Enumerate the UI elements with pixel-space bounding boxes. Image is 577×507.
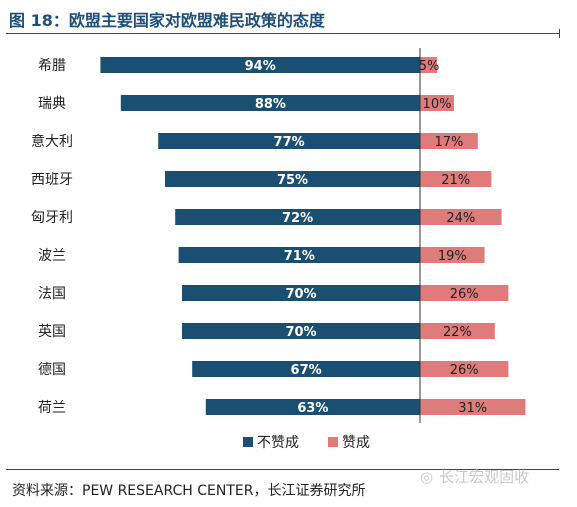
approve-bar — [420, 285, 509, 301]
disapprove-bar — [175, 209, 420, 225]
disapprove-value-label: 72% — [282, 211, 313, 226]
approve-bar — [420, 95, 454, 111]
category-label: 波兰 — [38, 248, 66, 264]
approve-value-label: 26% — [450, 287, 479, 302]
watermark-text: 长江宏观固收 — [439, 468, 530, 486]
approve-bar — [420, 171, 492, 187]
legend-swatch — [243, 437, 253, 447]
approve-value-label: 10% — [423, 97, 452, 112]
category-label: 西班牙 — [31, 172, 73, 188]
disapprove-value-label: 70% — [285, 287, 316, 302]
source-divider — [6, 469, 559, 470]
disapprove-bar — [165, 171, 420, 187]
approve-bar — [420, 247, 485, 263]
approve-value-label: 17% — [434, 135, 463, 150]
approve-bar — [420, 57, 437, 73]
disapprove-value-label: 70% — [285, 325, 316, 340]
disapprove-bar — [120, 95, 421, 111]
disapprove-value-label: 67% — [291, 363, 322, 378]
disapprove-bar — [182, 323, 420, 339]
approve-value-label: 21% — [441, 173, 470, 188]
legend-swatch — [328, 437, 338, 447]
watermark: ◎ 长江宏观固收 — [420, 466, 529, 487]
data-labels: 94% 5% 88% 10% 77% 17% 75% 21% 72% 24% 71% 19% 70% 26… — [245, 59, 488, 416]
category-label: 意大利 — [31, 133, 73, 150]
approve-value-label: 31% — [458, 401, 487, 416]
category-label: 瑞典 — [38, 96, 66, 112]
approve-value-label: 19% — [438, 249, 467, 264]
approve-bars — [420, 57, 526, 415]
disapprove-bars — [100, 57, 421, 415]
disapprove-value-label: 75% — [277, 173, 308, 188]
approve-bar — [420, 399, 526, 415]
disapprove-bar — [158, 133, 420, 149]
approve-value-label: 5% — [419, 59, 440, 74]
chart-title: 图 18：欧盟主要国家对欧盟难民政策的态度 — [9, 11, 325, 30]
approve-value-label: 22% — [443, 325, 472, 340]
disapprove-bar — [100, 57, 421, 73]
approve-bar — [420, 361, 509, 377]
disapprove-value-label: 88% — [255, 97, 286, 112]
category-label: 荷兰 — [38, 400, 66, 416]
category-label: 法国 — [38, 286, 66, 302]
approve-bar — [420, 323, 495, 339]
title-divider — [6, 33, 559, 34]
category-label: 匈牙利 — [31, 210, 73, 226]
legend: 不赞成 赞成 — [243, 435, 370, 451]
approve-value-label: 26% — [450, 363, 479, 378]
legend-label: 赞成 — [342, 435, 370, 451]
disapprove-value-label: 63% — [297, 401, 328, 416]
disapprove-value-label: 71% — [284, 249, 315, 264]
legend-label: 不赞成 — [257, 435, 299, 451]
approve-bar — [420, 133, 478, 149]
wechat-icon: ◎ — [420, 468, 434, 486]
disapprove-value-label: 77% — [274, 135, 305, 150]
source-note: 资料来源：PEW RESEARCH CENTER，长江证券研究所 — [12, 483, 366, 499]
disapprove-bar — [178, 247, 420, 263]
title-corner-tick — [559, 29, 560, 38]
category-label: 希腊 — [38, 58, 66, 74]
disapprove-bar — [182, 285, 420, 301]
disapprove-bar — [192, 361, 420, 377]
disapprove-bar — [205, 399, 420, 415]
disapprove-value-label: 94% — [245, 59, 276, 74]
approve-value-label: 24% — [446, 211, 475, 226]
approve-bar — [420, 209, 502, 225]
category-label: 德国 — [38, 362, 66, 378]
category-label: 英国 — [38, 323, 66, 340]
